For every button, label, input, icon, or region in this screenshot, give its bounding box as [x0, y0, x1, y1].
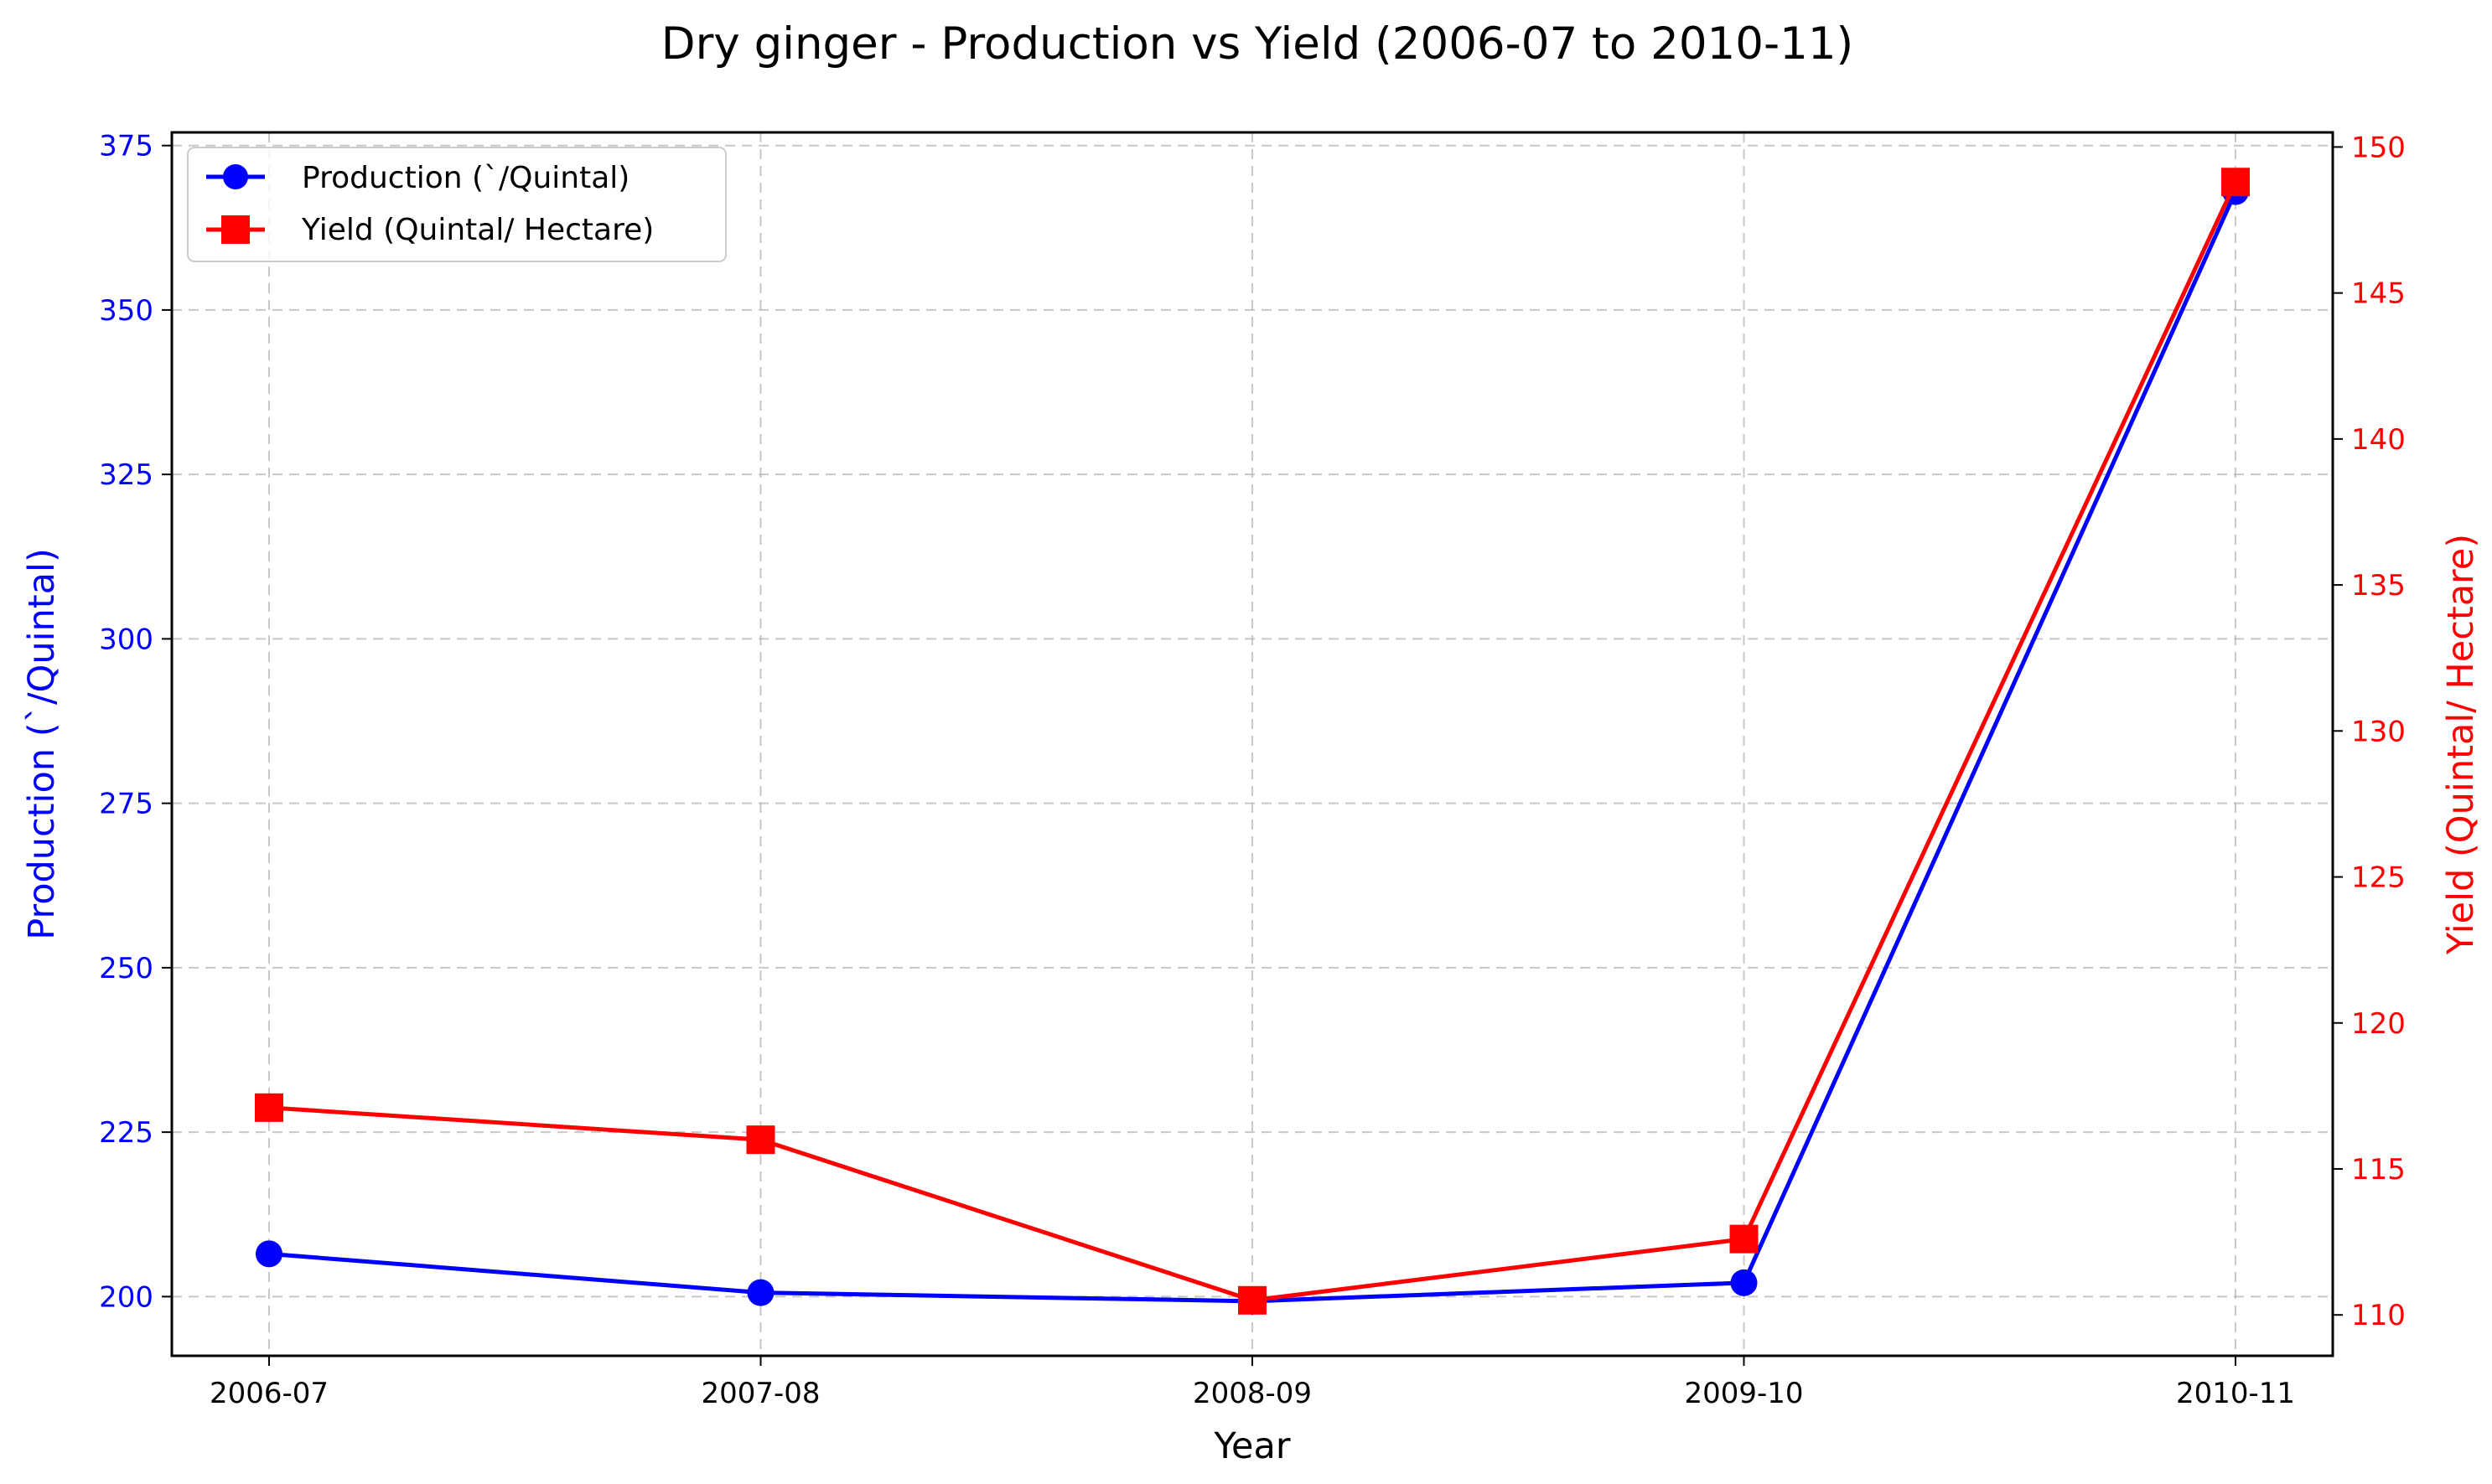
- y-right-tick-label: 145: [2351, 277, 2406, 311]
- y-left-tick-label: 250: [99, 952, 153, 985]
- y-right-tick-label: 110: [2351, 1299, 2406, 1332]
- x-tick-label: 2009-10: [1684, 1377, 1803, 1410]
- legend-production-label: Production (`/Quintal): [302, 161, 629, 195]
- grid: [172, 132, 2333, 1356]
- y-right-tick-label: 135: [2351, 569, 2406, 602]
- y-left-tick-label: 225: [99, 1116, 153, 1150]
- production-point: [747, 1279, 775, 1306]
- legend-yield-label: Yield (Quintal/ Hectare): [301, 213, 654, 247]
- x-tick-label: 2007-08: [701, 1377, 820, 1410]
- y-left-tick-label: 275: [99, 788, 153, 821]
- legend-production-marker: [223, 164, 248, 189]
- y-left-tick-label: 300: [99, 623, 153, 656]
- legend: Production (`/Quintal) Yield (Quintal/ H…: [187, 147, 727, 262]
- x-tick-label: 2010-11: [2176, 1377, 2295, 1410]
- yield-point: [255, 1093, 283, 1122]
- x-tick-label: 2008-09: [1193, 1377, 1312, 1410]
- y-right-tick-label: 140: [2351, 423, 2406, 457]
- y-right-tick-label: 125: [2351, 861, 2406, 895]
- legend-box: [187, 147, 727, 262]
- yield-point: [1729, 1224, 1759, 1254]
- y-axis-left-title: Production (`/Quintal): [21, 548, 63, 939]
- y-axis-right: 110 115 120 125 130 135 140 145 150: [2333, 131, 2406, 1332]
- y-left-tick-label: 325: [99, 458, 153, 492]
- chart-title: Dry ginger - Production vs Yield (2006-0…: [661, 18, 1853, 70]
- y-right-tick-label: 130: [2351, 715, 2406, 748]
- y-right-tick-label: 120: [2351, 1007, 2406, 1041]
- yield-point: [2221, 168, 2250, 197]
- y-left-tick-label: 350: [99, 294, 153, 328]
- y-axis-left: 200 225 250 275 300 325 350 375: [99, 130, 172, 1314]
- series-layer: [255, 168, 2250, 1315]
- x-axis-title: Year: [1213, 1425, 1290, 1467]
- yield-point: [1238, 1285, 1267, 1315]
- x-tick-label: 2006-07: [210, 1377, 329, 1410]
- production-point: [256, 1240, 282, 1268]
- y-axis-right-title: Yield (Quintal/ Hectare): [2440, 534, 2482, 955]
- x-axis: 2006-07 2007-08 2008-09 2009-10 2010-11: [210, 1356, 2295, 1410]
- legend-yield-marker: [221, 215, 250, 244]
- y-left-tick-label: 375: [99, 130, 153, 163]
- y-right-tick-label: 150: [2351, 131, 2406, 164]
- production-point: [1730, 1269, 1758, 1296]
- y-left-tick-label: 200: [99, 1280, 153, 1314]
- yield-point: [746, 1125, 775, 1155]
- y-right-tick-label: 115: [2351, 1153, 2406, 1187]
